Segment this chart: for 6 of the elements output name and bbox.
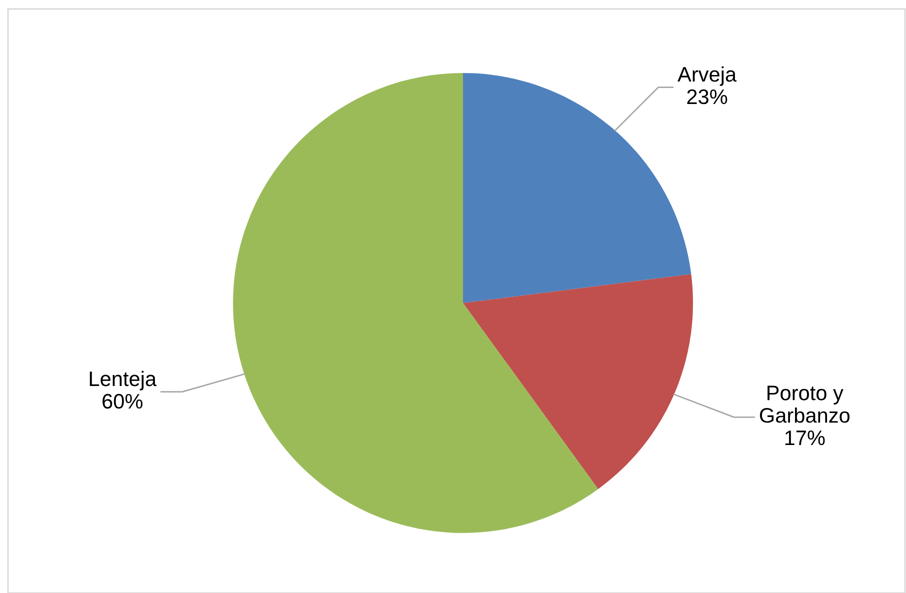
data-label: 17%	[785, 430, 825, 446]
slice-label: Lenteja	[90, 370, 157, 390]
data-label: 23%	[687, 89, 728, 104]
slice-label: Arveja	[678, 66, 737, 86]
slice-label: Poroto y Garbanzo	[760, 386, 850, 423]
data-label: 60%	[102, 394, 142, 409]
